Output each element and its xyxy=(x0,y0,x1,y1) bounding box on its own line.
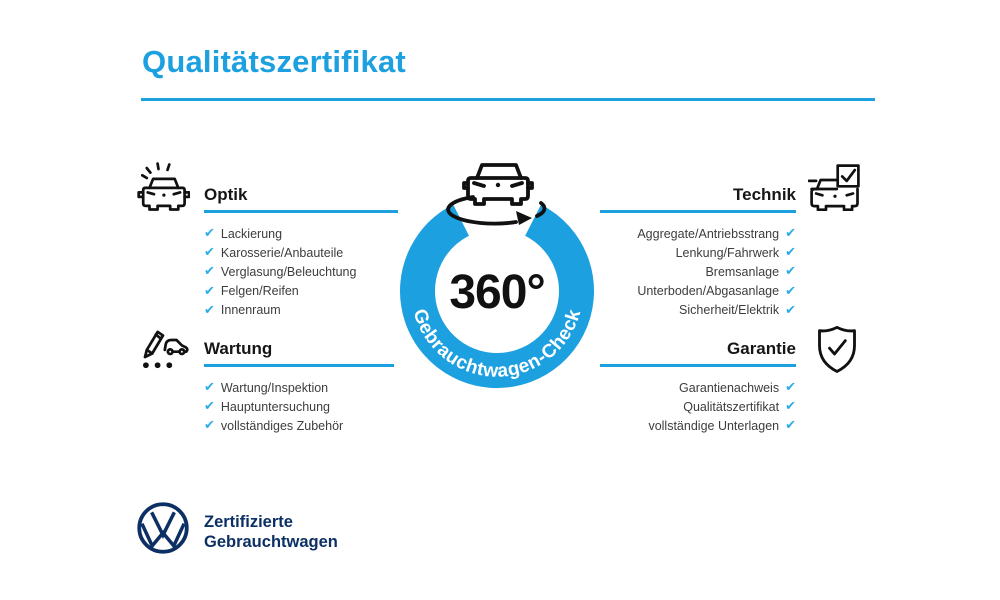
item-label: Aggregate/Antriebsstrang xyxy=(637,226,780,241)
wartung-checklist: ✔ Wartung/Inspektion ✔ Hauptuntersuchung ✔… xyxy=(204,378,343,436)
check-icon: ✔ xyxy=(785,226,796,242)
section-divider-technik xyxy=(600,210,796,213)
item-label: Unterboden/Abgasanlage xyxy=(637,284,780,299)
item-label: Verglasung/Beleuchtung xyxy=(220,264,357,279)
page-title: Qualitätszertifikat xyxy=(142,44,406,79)
badge-value: 360° xyxy=(449,266,544,319)
check-icon: ✔ xyxy=(204,226,215,242)
garantie-checklist: Garantienachweis ✔ Qualitätszertifikat ✔ v… xyxy=(648,378,796,436)
footer-line2: Gebrauchtwagen xyxy=(204,533,338,551)
list-item: Unterboden/Abgasanlage ✔ xyxy=(637,282,796,301)
item-label: Bremsanlage xyxy=(705,264,780,279)
check-icon: ✔ xyxy=(785,399,796,415)
item-label: Karosserie/Anbauteile xyxy=(220,245,344,260)
check-icon: ✔ xyxy=(785,245,796,261)
check-icon: ✔ xyxy=(204,245,215,261)
check-icon: ✔ xyxy=(204,302,215,318)
section-title-technik: Technik xyxy=(733,185,796,204)
check-icon: ✔ xyxy=(204,380,215,396)
list-item: ✔ Felgen/Reifen xyxy=(204,282,356,301)
section-divider-garantie xyxy=(600,364,796,367)
car-360-rotation-icon xyxy=(446,163,547,226)
item-label: Qualitätszertifikat xyxy=(683,399,780,414)
shield-check-icon xyxy=(818,325,856,373)
item-label: vollständiges Zubehör xyxy=(220,418,344,433)
item-label: Sicherheit/Elektrik xyxy=(679,303,780,318)
list-item: ✔ Wartung/Inspektion xyxy=(204,378,343,397)
item-label: Wartung/Inspektion xyxy=(220,380,329,395)
item-label: Lackierung xyxy=(220,226,283,241)
list-item: Bremsanlage ✔ xyxy=(637,262,796,281)
item-label: Felgen/Reifen xyxy=(220,284,299,299)
item-label: vollständige Unterlagen xyxy=(648,418,780,433)
item-label: Hauptuntersuchung xyxy=(220,399,331,414)
list-item: ✔ Hauptuntersuchung xyxy=(204,397,343,416)
check-icon: ✔ xyxy=(204,283,215,299)
sparkle-car-icon xyxy=(137,162,190,211)
optik-checklist: ✔ Lackierung ✔ Karosserie/Anbauteile ✔ Verg… xyxy=(204,224,356,320)
section-title-wartung: Wartung xyxy=(204,339,273,358)
title-divider xyxy=(141,98,875,101)
check-icon: ✔ xyxy=(204,264,215,280)
section-title-optik: Optik xyxy=(204,185,248,204)
list-item: Lenkung/Fahrwerk ✔ xyxy=(637,243,796,262)
360-check-badge: Gebrauchtwagen-Check 360° xyxy=(400,163,594,388)
list-item: Qualitätszertifikat ✔ xyxy=(648,397,796,416)
check-icon: ✔ xyxy=(785,264,796,280)
list-item: Sicherheit/Elektrik ✔ xyxy=(637,301,796,320)
car-checkbox-icon xyxy=(808,164,860,212)
list-item: vollständige Unterlagen ✔ xyxy=(648,416,796,435)
check-icon: ✔ xyxy=(785,380,796,396)
item-label: Lenkung/Fahrwerk xyxy=(675,245,780,260)
check-icon: ✔ xyxy=(785,283,796,299)
list-item: ✔ Verglasung/Beleuchtung xyxy=(204,262,356,281)
list-item: Garantienachweis ✔ xyxy=(648,378,796,397)
section-title-garantie: Garantie xyxy=(727,339,796,358)
check-icon: ✔ xyxy=(785,302,796,318)
list-item: ✔ Karosserie/Anbauteile xyxy=(204,243,356,262)
technik-checklist: Aggregate/Antriebsstrang ✔ Lenkung/Fahrwe… xyxy=(637,224,796,320)
item-label: Innenraum xyxy=(220,303,281,318)
footer-brand-text: Zertifizierte Gebrauchtwagen xyxy=(204,512,338,552)
check-icon: ✔ xyxy=(204,418,215,434)
check-icon: ✔ xyxy=(204,399,215,415)
section-divider-wartung xyxy=(204,364,394,367)
list-item: ✔ Innenraum xyxy=(204,301,356,320)
list-item: Aggregate/Antriebsstrang ✔ xyxy=(637,224,796,243)
vw-logo xyxy=(137,502,189,554)
item-label: Garantienachweis xyxy=(679,380,780,395)
check-icon: ✔ xyxy=(785,418,796,434)
list-item: ✔ Lackierung xyxy=(204,224,356,243)
pencil-car-checklist-icon xyxy=(143,330,189,369)
section-divider-optik xyxy=(204,210,398,213)
footer-line1: Zertifizierte xyxy=(204,513,293,531)
list-item: ✔ vollständiges Zubehör xyxy=(204,416,343,435)
